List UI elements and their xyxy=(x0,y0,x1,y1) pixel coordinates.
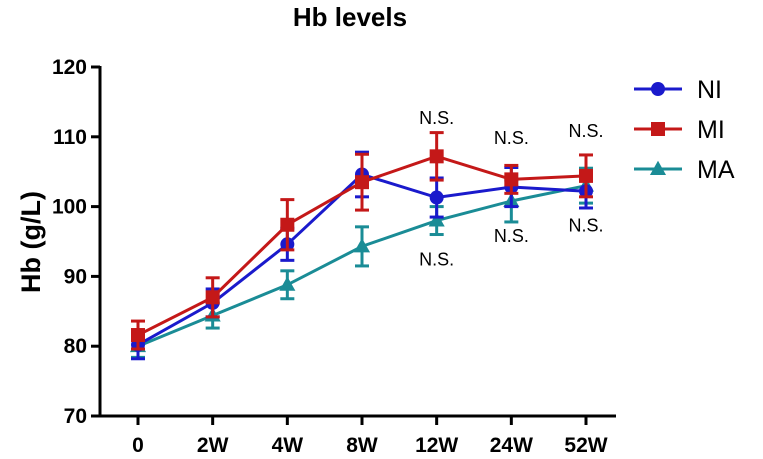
legend-item-mi: MI xyxy=(634,116,725,144)
legend-label: NI xyxy=(697,76,722,104)
legend-marker-mi xyxy=(651,122,665,136)
y-tick-label: 90 xyxy=(64,265,87,288)
x-tick-label: 12W xyxy=(415,434,458,457)
data-point-ni xyxy=(429,190,444,205)
chart-title: Hb levels xyxy=(293,2,407,32)
y-tick-label: 120 xyxy=(52,56,87,79)
data-point-mi xyxy=(429,149,444,164)
legend-marker-ma xyxy=(649,160,667,175)
ns-annotation: N.S. xyxy=(419,250,454,270)
axes: 70 80 90 100 110 120 0 2W 4W 8W 12W 24W 52W xyxy=(52,56,616,457)
legend-marker-ni xyxy=(651,82,665,96)
ns-annotation: N.S. xyxy=(568,215,603,235)
ns-annotation: N.S. xyxy=(494,226,529,246)
data-point-ma xyxy=(353,238,371,253)
legend-item-ma: MA xyxy=(634,156,735,184)
x-tick-label: 8W xyxy=(346,434,378,457)
x-tick-label: 52W xyxy=(564,434,607,457)
legend-label: MA xyxy=(697,156,735,184)
ns-annotation: N.S. xyxy=(494,128,529,148)
data-point-mi xyxy=(205,290,220,305)
annotations: N.S. N.S. N.S. N.S. N.S. N.S. xyxy=(419,108,603,270)
data-point-mi xyxy=(579,168,593,183)
data-point-mi xyxy=(355,175,369,190)
ns-annotation: N.S. xyxy=(419,108,454,128)
series-mi xyxy=(131,131,593,351)
data-point-mi xyxy=(131,328,145,343)
data-point-ma xyxy=(279,276,296,291)
x-tick-label: 4W xyxy=(272,434,304,457)
legend: NI MI MA xyxy=(634,76,735,184)
y-tick-label: 110 xyxy=(53,126,87,149)
y-tick-label: 100 xyxy=(52,196,87,219)
data-point-mi xyxy=(504,172,519,187)
ns-annotation: N.S. xyxy=(568,121,603,141)
y-tick-label: 80 xyxy=(64,335,87,358)
legend-item-ni: NI xyxy=(634,76,722,104)
data-point-mi xyxy=(280,217,295,232)
x-tick-label: 24W xyxy=(490,434,533,457)
y-axis-label: Hb (g/L) xyxy=(16,191,46,293)
x-tick-label: 2W xyxy=(197,434,229,457)
y-tick-label: 70 xyxy=(64,405,87,428)
plot-area xyxy=(129,131,595,361)
legend-label: MI xyxy=(697,116,725,144)
data-point-ma xyxy=(428,212,445,227)
x-tick-label: 0 xyxy=(132,434,144,457)
